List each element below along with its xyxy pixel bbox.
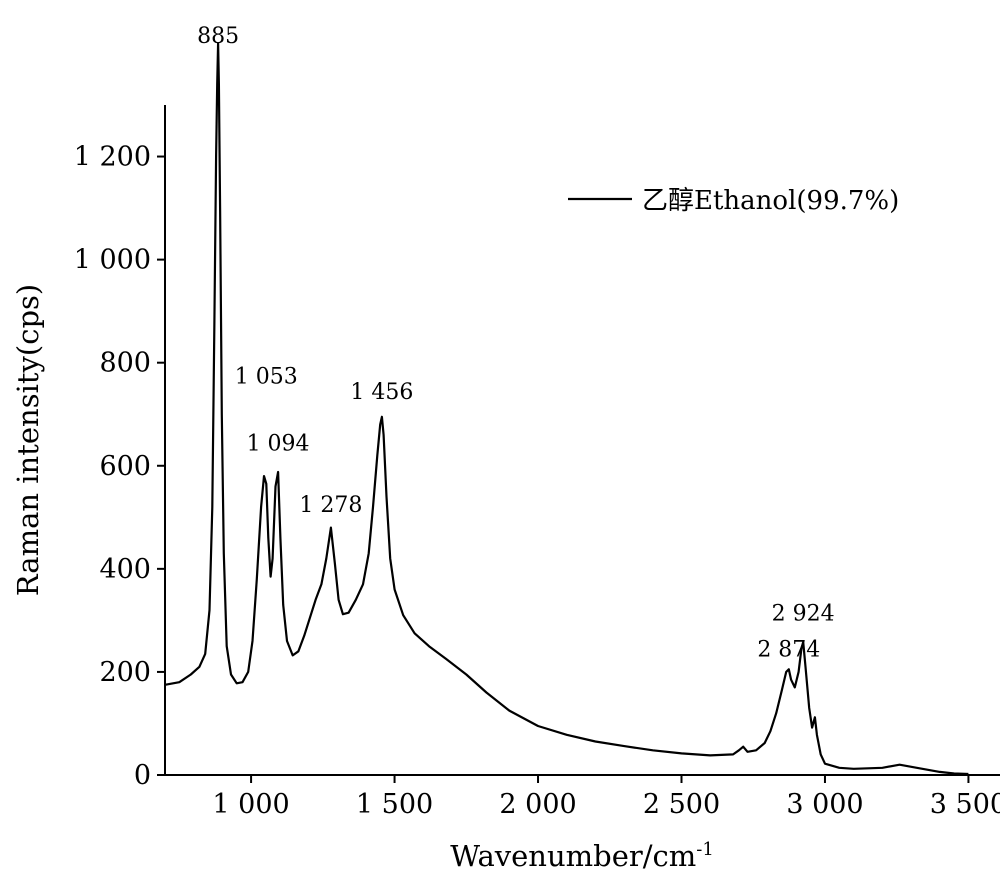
peak-label: 2 874: [757, 637, 820, 662]
y-tick-label: 0: [134, 760, 151, 791]
x-tick-label: 1 000: [212, 789, 289, 820]
y-tick-label: 600: [99, 451, 151, 482]
x-axis-label: Wavenumber/cm-1: [450, 839, 714, 873]
x-tick-label: 3 000: [786, 789, 863, 820]
y-tick-label: 200: [99, 657, 151, 688]
x-tick-label: 2 500: [643, 789, 720, 820]
y-tick-label: 1 000: [74, 245, 151, 276]
peak-label: 885: [197, 24, 239, 49]
peak-label: 1 094: [247, 431, 310, 456]
peak-label: 1 278: [299, 493, 362, 518]
peak-annotations: 885 1 053 1 094 1 278 1 456 2 874 2 924: [197, 24, 835, 662]
y-axis-label: Raman intensity(cps): [11, 284, 45, 596]
peak-label: 1 053: [235, 364, 298, 389]
peak-label: 1 456: [350, 380, 413, 405]
x-tick-label: 1 500: [356, 789, 433, 820]
y-tick-label: 400: [99, 554, 151, 585]
x-axis-label-superscript: -1: [696, 839, 714, 860]
axes: [164, 105, 1000, 776]
x-tick-label: 2 000: [499, 789, 576, 820]
y-ticks: 0 200 400 600 800 1 000 1 200: [74, 142, 165, 791]
legend-entry-ethanol: 乙醇Ethanol(99.7%): [642, 186, 899, 216]
x-tick-label: 3 500: [930, 789, 1000, 820]
peak-label: 2 924: [772, 601, 835, 626]
y-tick-label: 800: [99, 348, 151, 379]
legend: 乙醇Ethanol(99.7%): [568, 186, 899, 216]
series-line-ethanol: [164, 42, 969, 776]
x-ticks: 1 000 1 500 2 000 2 500 3 000 3 500: [212, 775, 1000, 820]
y-tick-label: 1 200: [74, 142, 151, 173]
